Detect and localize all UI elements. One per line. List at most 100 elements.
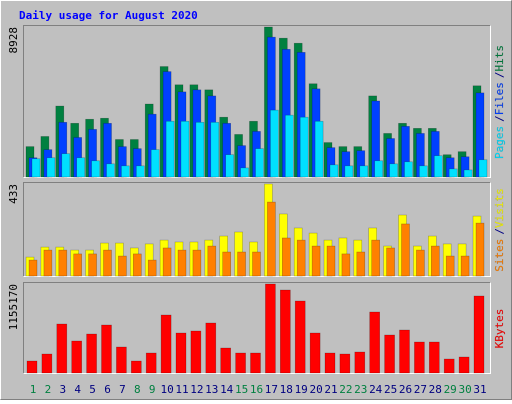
bar: [237, 251, 246, 277]
bar: [207, 245, 217, 277]
bar: [116, 346, 127, 374]
bar: [150, 149, 160, 178]
bar: [384, 334, 395, 374]
bar: [225, 154, 234, 178]
bar: [433, 155, 443, 178]
panel-bevel-dark: [23, 25, 491, 178]
bar: [344, 165, 354, 178]
bar: [299, 116, 309, 178]
bar: [448, 168, 458, 178]
bar: [341, 253, 351, 277]
legend: KBytes: [493, 309, 506, 349]
bar: [210, 121, 220, 178]
x-tick-label: 14: [220, 383, 234, 396]
bar: [354, 351, 366, 374]
bar: [121, 165, 130, 178]
legend-entry: Pages: [493, 126, 506, 159]
x-tick-label: 22: [339, 383, 352, 396]
x-tick-label: 26: [399, 383, 412, 396]
bar: [356, 251, 366, 277]
x-tick-label: 24: [369, 383, 383, 396]
x-tick-label: 4: [74, 383, 81, 396]
bar: [76, 157, 85, 178]
x-tick-label: 23: [354, 383, 367, 396]
legend-entry: Sites: [493, 239, 506, 272]
bar: [195, 121, 205, 178]
legend-separator: /: [493, 228, 506, 235]
panel-bevel-dark: [23, 182, 491, 277]
bar: [56, 323, 68, 374]
bar: [118, 255, 127, 277]
bar: [374, 160, 384, 178]
bar: [460, 255, 470, 277]
x-tick-label: 2: [45, 383, 52, 396]
x-tick-label: 13: [205, 383, 218, 396]
bar: [311, 245, 321, 277]
panel-bevel-light: [23, 25, 491, 178]
x-tick-label: 8: [134, 383, 141, 396]
x-tick-label: 21: [324, 383, 337, 396]
bar: [326, 245, 336, 277]
x-tick-label: 3: [59, 383, 66, 396]
panel-bevel-light: [23, 282, 491, 374]
bar: [404, 161, 413, 178]
bar: [430, 245, 440, 277]
bar: [284, 114, 294, 178]
bar: [473, 295, 485, 374]
bar: [58, 249, 68, 277]
bar: [240, 167, 249, 178]
x-tick-label: 20: [309, 383, 322, 396]
y-tick-label: 8928: [7, 27, 20, 54]
bar: [177, 249, 187, 277]
x-tick-label: 29: [444, 383, 457, 396]
bar: [399, 329, 410, 374]
bar: [205, 322, 217, 374]
legend: Pages/Files/Hits: [493, 45, 506, 159]
bar: [267, 201, 276, 277]
bar: [445, 255, 455, 277]
bar: [250, 352, 261, 374]
legend-separator: /: [493, 72, 506, 79]
bar: [106, 163, 115, 178]
bar: [165, 120, 175, 178]
bar: [220, 347, 231, 374]
bar: [416, 249, 425, 277]
x-tick-label: 30: [458, 383, 471, 396]
bar: [369, 311, 381, 374]
x-tick-label: 11: [175, 383, 188, 396]
bar: [101, 324, 112, 374]
bar: [279, 289, 291, 374]
bar: [91, 160, 100, 178]
bar: [265, 283, 276, 374]
bar: [131, 360, 142, 374]
bar: [31, 158, 41, 178]
panel-bevel-light: [23, 182, 491, 277]
legend-entry: Visits: [493, 188, 506, 228]
bar: [43, 249, 53, 277]
legend: Sites /Visits: [493, 188, 506, 272]
x-tick-label: 25: [384, 383, 397, 396]
bar: [86, 333, 97, 374]
bar: [475, 222, 485, 277]
bar: [222, 251, 231, 277]
bar: [296, 239, 306, 277]
bar: [478, 159, 488, 178]
x-tick-label: 7: [119, 383, 126, 396]
bar: [46, 157, 56, 178]
bar: [324, 352, 336, 374]
y-tick-label: 1155170: [7, 284, 20, 330]
bar: [160, 314, 172, 374]
legend-entry: KBytes: [493, 309, 506, 349]
bar: [339, 353, 351, 374]
x-tick-label: 19: [295, 383, 308, 396]
bar: [147, 259, 157, 277]
x-tick-label: 10: [160, 383, 173, 396]
legend-entry: Files: [493, 82, 506, 115]
bar: [389, 163, 398, 178]
x-tick-label: 16: [250, 383, 263, 396]
bar: [235, 352, 246, 374]
bar: [28, 259, 38, 277]
bar: [26, 360, 38, 374]
bar: [255, 148, 264, 178]
